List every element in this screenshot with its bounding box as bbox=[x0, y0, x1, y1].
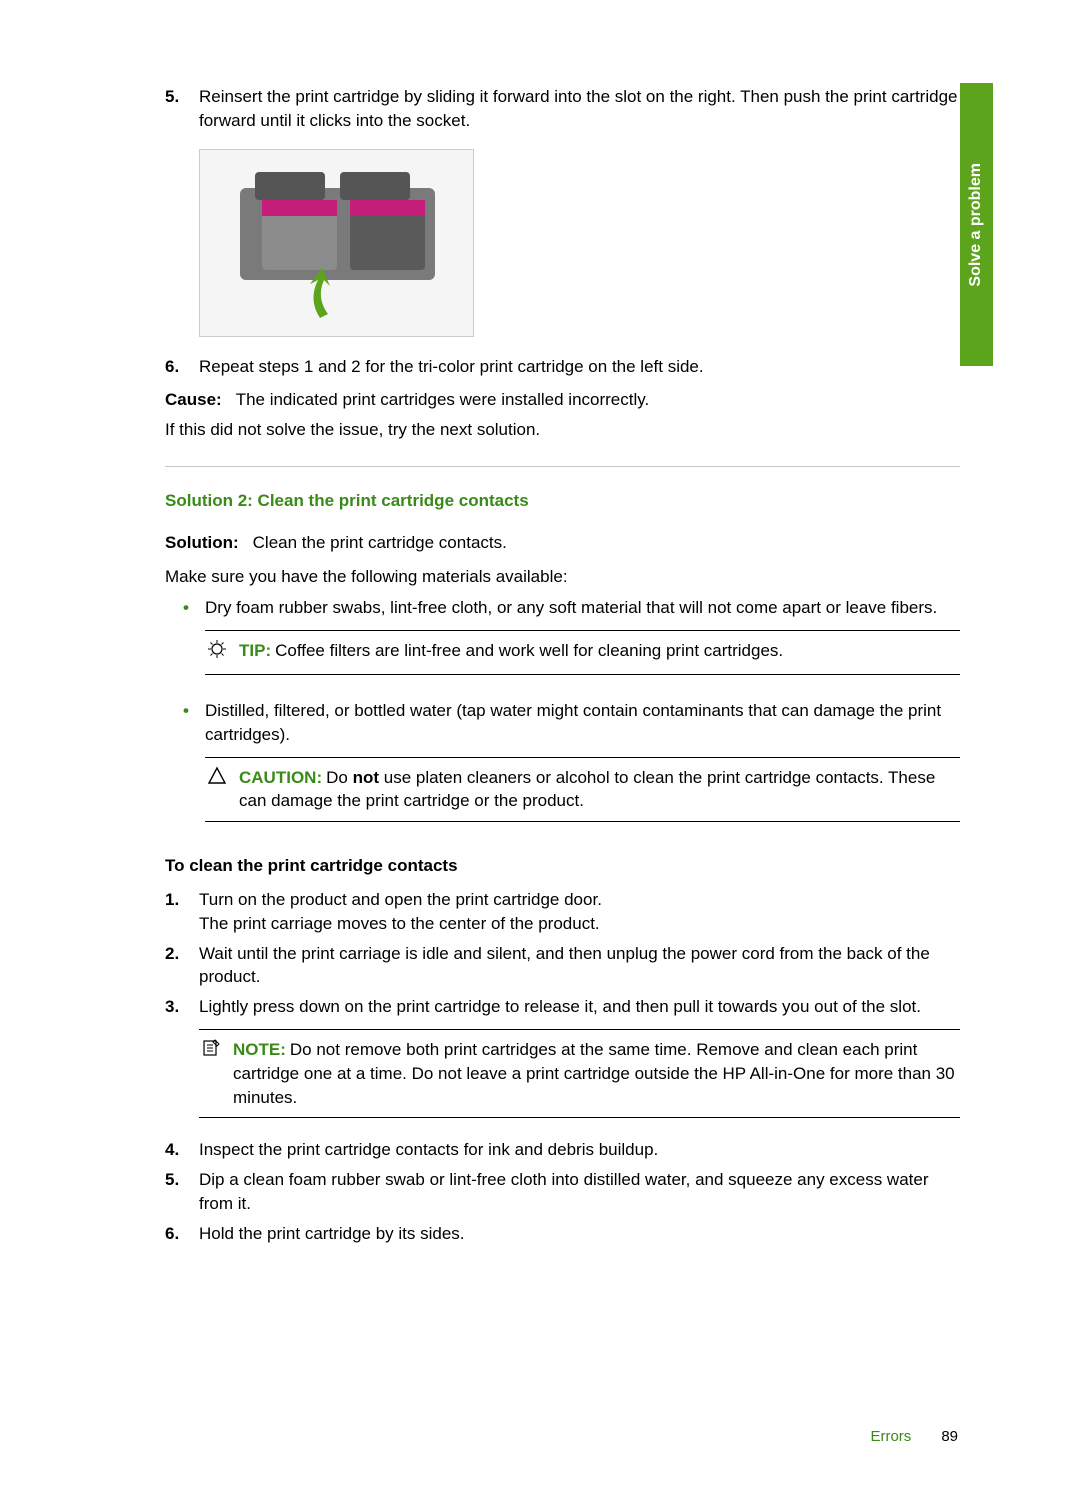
materials-intro: Make sure you have the following materia… bbox=[165, 565, 960, 589]
followup-text: If this did not solve the issue, try the… bbox=[165, 418, 960, 442]
step-text: Repeat steps 1 and 2 for the tri-color p… bbox=[199, 355, 960, 379]
caution-bold: not bbox=[353, 768, 379, 787]
page-footer: Errors 89 bbox=[870, 1426, 958, 1447]
tip-label: TIP: bbox=[239, 641, 271, 660]
page-content: 5. Reinsert the print cartridge by slidi… bbox=[0, 0, 1080, 1312]
bullet-icon: • bbox=[183, 699, 205, 836]
step-text: Inspect the print cartridge contacts for… bbox=[199, 1138, 960, 1162]
step-line1: Turn on the product and open the print c… bbox=[199, 888, 960, 912]
step-number: 3. bbox=[165, 995, 199, 1132]
proc-step-4: 4. Inspect the print cartridge contacts … bbox=[165, 1138, 960, 1162]
tip-text: Coffee filters are lint-free and work we… bbox=[275, 641, 783, 660]
solution-heading: Solution 2: Clean the print cartridge co… bbox=[165, 489, 960, 513]
list-item: • Dry foam rubber swabs, lint-free cloth… bbox=[183, 596, 960, 689]
proc-step-2: 2. Wait until the print carriage is idle… bbox=[165, 942, 960, 990]
step-number: 5. bbox=[165, 1168, 199, 1216]
caution-callout: CAUTION:Do not use platen cleaners or al… bbox=[205, 757, 960, 823]
cartridge-illustration bbox=[199, 149, 474, 337]
step-number: 4. bbox=[165, 1138, 199, 1162]
solution-line: Solution: Clean the print cartridge conta… bbox=[165, 531, 960, 555]
materials-list: • Dry foam rubber swabs, lint-free cloth… bbox=[183, 596, 960, 836]
caution-pre: Do bbox=[326, 768, 352, 787]
step-number: 6. bbox=[165, 1222, 199, 1246]
tip-icon bbox=[205, 639, 229, 666]
step-6: 6. Repeat steps 1 and 2 for the tri-colo… bbox=[165, 355, 960, 379]
footer-section: Errors bbox=[870, 1428, 911, 1445]
step-text: Dip a clean foam rubber swab or lint-fre… bbox=[199, 1168, 960, 1216]
note-label: NOTE: bbox=[233, 1040, 286, 1059]
note-body: NOTE:Do not remove both print cartridges… bbox=[233, 1038, 960, 1109]
bullet-text: Distilled, filtered, or bottled water (t… bbox=[205, 699, 960, 747]
caution-body: CAUTION:Do not use platen cleaners or al… bbox=[239, 766, 960, 814]
proc-step-6: 6. Hold the print cartridge by its sides… bbox=[165, 1222, 960, 1246]
solution-label: Solution: bbox=[165, 533, 239, 552]
step-text: Reinsert the print cartridge by sliding … bbox=[199, 85, 960, 133]
tip-callout: TIP:Coffee filters are lint-free and wor… bbox=[205, 630, 960, 675]
step-text: Wait until the print carriage is idle an… bbox=[199, 942, 960, 990]
note-text: Do not remove both print cartridges at t… bbox=[233, 1040, 955, 1107]
cause-label: Cause: bbox=[165, 390, 222, 409]
tip-body: TIP:Coffee filters are lint-free and wor… bbox=[239, 639, 960, 666]
cause-line: Cause: The indicated print cartridges wer… bbox=[165, 388, 960, 412]
step-number: 5. bbox=[165, 85, 199, 133]
list-item: • Distilled, filtered, or bottled water … bbox=[183, 699, 960, 836]
divider bbox=[165, 466, 960, 467]
bullet-icon: • bbox=[183, 596, 205, 689]
solution-text: Clean the print cartridge contacts. bbox=[253, 533, 507, 552]
step-line2: The print carriage moves to the center o… bbox=[199, 912, 960, 936]
caution-icon bbox=[205, 766, 229, 814]
proc-step-1: 1. Turn on the product and open the prin… bbox=[165, 888, 960, 936]
caution-label: CAUTION: bbox=[239, 768, 322, 787]
proc-step-3: 3. Lightly press down on the print cartr… bbox=[165, 995, 960, 1132]
step-text: Lightly press down on the print cartridg… bbox=[199, 995, 960, 1019]
step-number: 1. bbox=[165, 888, 199, 936]
cause-text: The indicated print cartridges were inst… bbox=[236, 390, 650, 409]
note-icon bbox=[199, 1038, 223, 1109]
step-text: Hold the print cartridge by its sides. bbox=[199, 1222, 960, 1246]
bullet-text: Dry foam rubber swabs, lint-free cloth, … bbox=[205, 596, 960, 620]
note-callout: NOTE:Do not remove both print cartridges… bbox=[199, 1029, 960, 1118]
step-5: 5. Reinsert the print cartridge by slidi… bbox=[165, 85, 960, 133]
proc-step-5: 5. Dip a clean foam rubber swab or lint-… bbox=[165, 1168, 960, 1216]
footer-page: 89 bbox=[941, 1428, 958, 1445]
procedure-heading: To clean the print cartridge contacts bbox=[165, 854, 960, 878]
step-number: 6. bbox=[165, 355, 199, 379]
step-number: 2. bbox=[165, 942, 199, 990]
